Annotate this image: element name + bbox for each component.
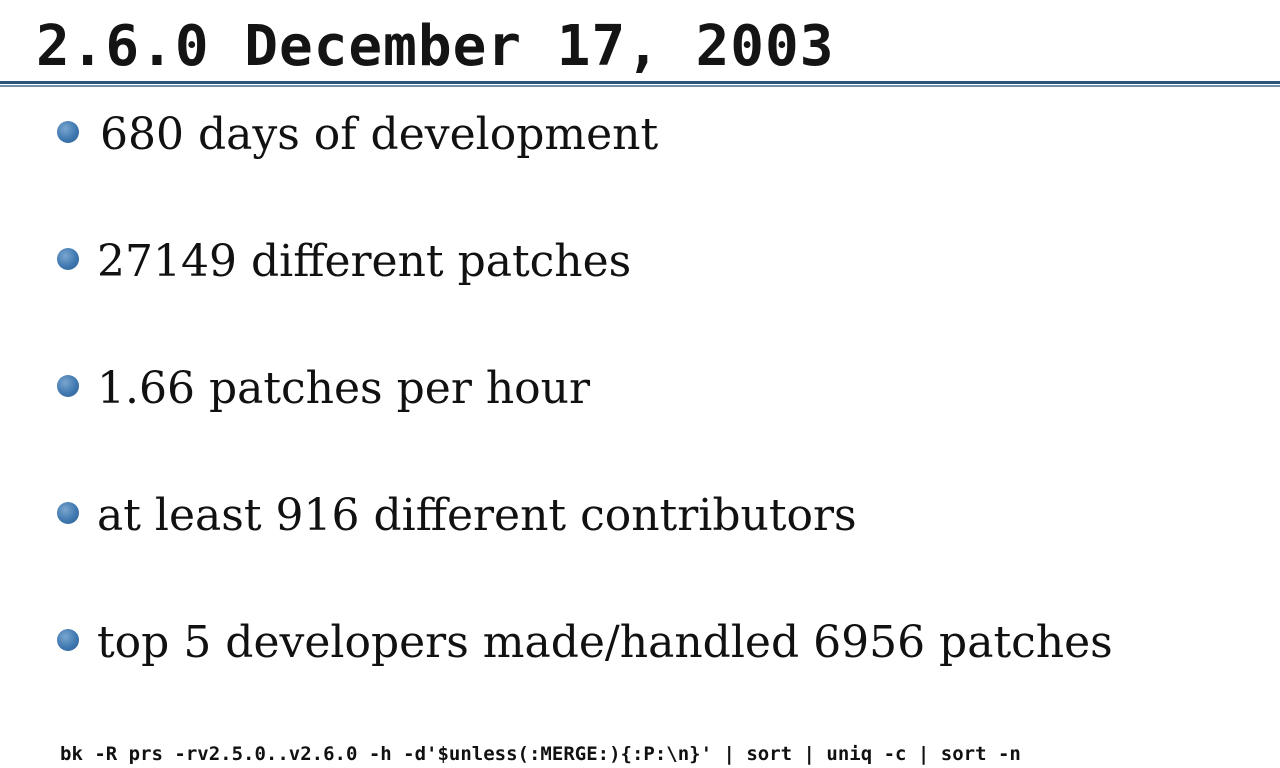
bullet-text: top 5 developers made/handled 6956 patch… xyxy=(97,617,1113,668)
bullet-text: at least 916 different contributors xyxy=(97,490,857,541)
bullet-text: 1.66 patches per hour xyxy=(97,363,591,414)
title-divider xyxy=(0,81,1280,84)
bullet-text: 27149 different patches xyxy=(97,236,632,287)
bullet-dot-icon xyxy=(57,248,79,270)
bullet-text: 680 days of development xyxy=(100,109,659,160)
slide-title: 2.6.0 December 17, 2003 xyxy=(36,14,835,79)
bullet-dot-icon xyxy=(57,375,79,397)
bullet-dot-icon xyxy=(57,629,79,651)
title-divider-shadow xyxy=(0,85,1280,87)
command-line: bk -R prs -rv2.5.0..v2.6.0 -h -d'$unless… xyxy=(60,743,1021,765)
bullet-dot-icon xyxy=(57,502,79,524)
bullet-dot-icon xyxy=(57,121,79,143)
